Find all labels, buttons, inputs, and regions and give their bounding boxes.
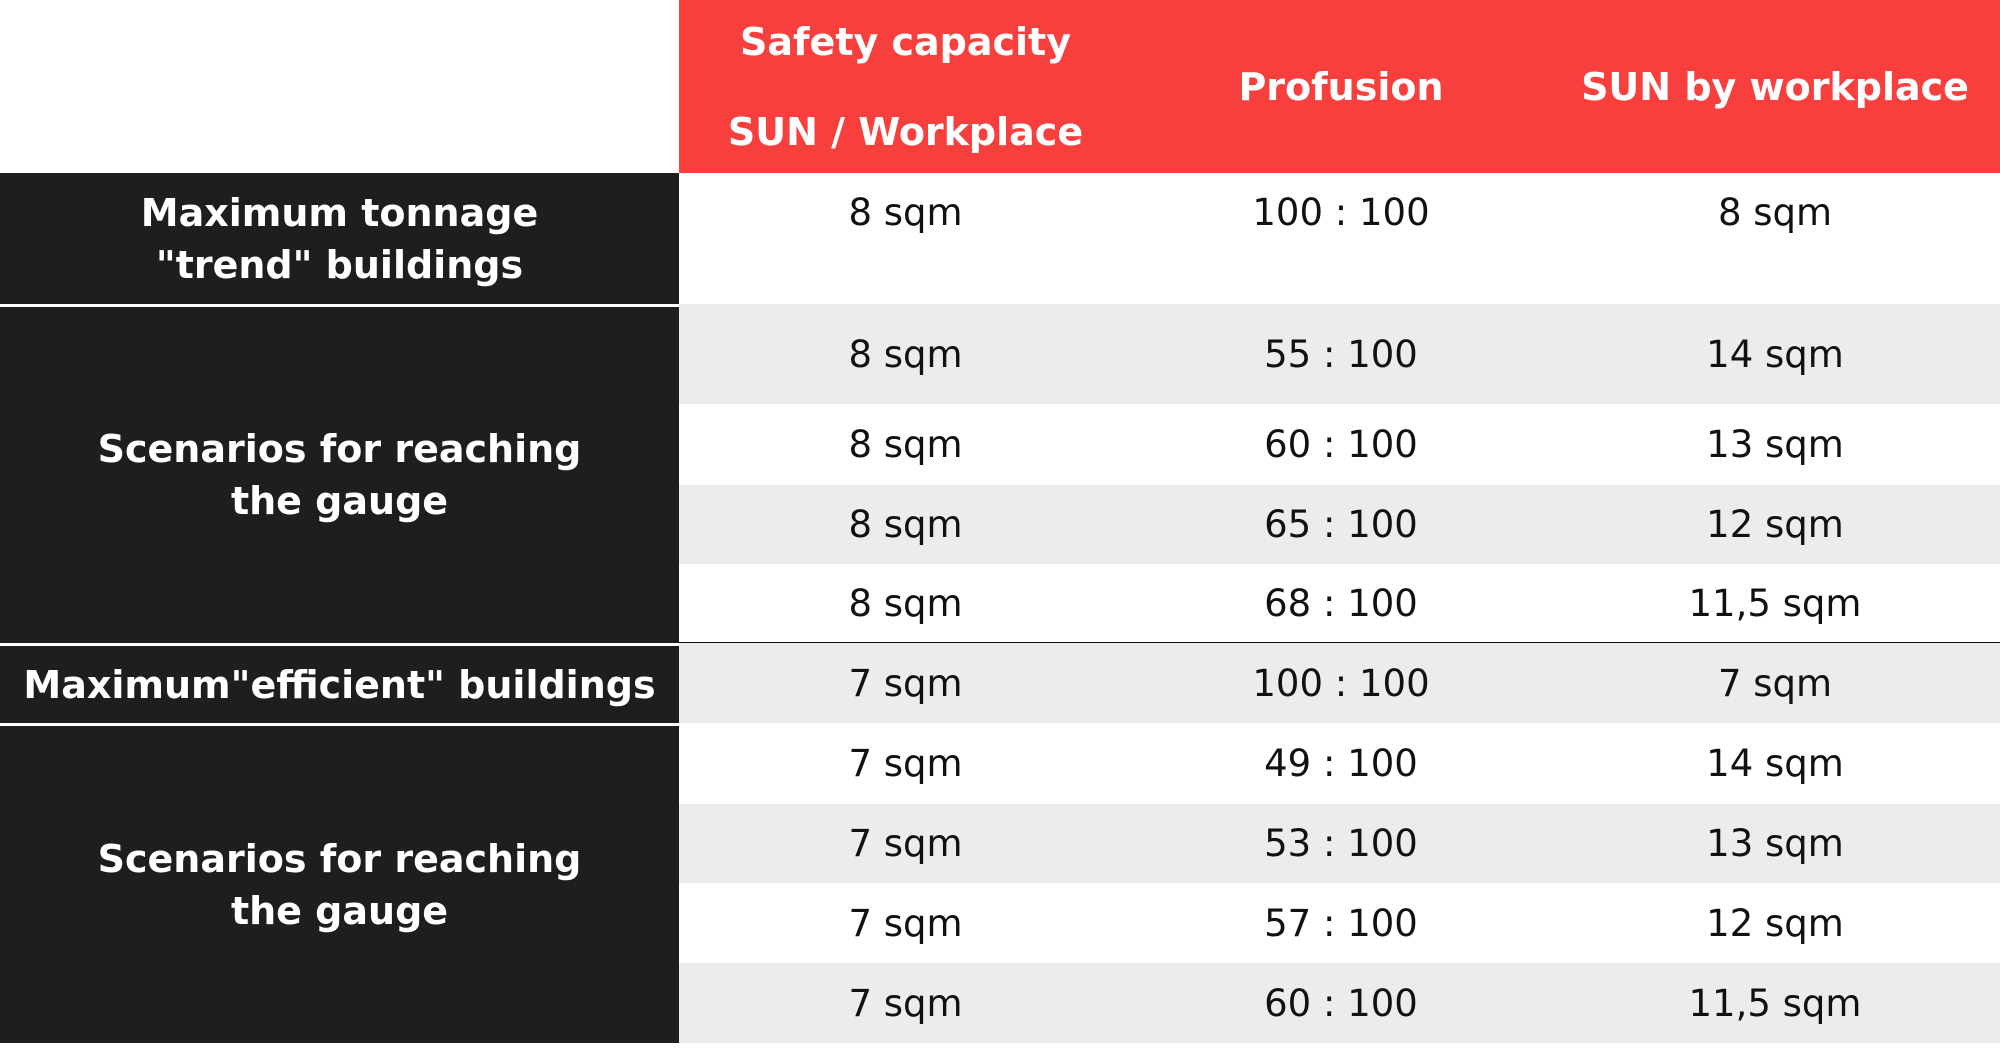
data-cell: 13 sqm xyxy=(1550,804,2000,883)
data-cell: 60 : 100 xyxy=(1132,963,1550,1043)
data-cell: 7 sqm xyxy=(679,963,1132,1043)
data-cell: 13 sqm xyxy=(1550,404,2000,485)
cell-text: 8 sqm xyxy=(848,423,963,466)
cell-text: 60 : 100 xyxy=(1264,981,1418,1025)
cell-text: 11,5 sqm xyxy=(1688,582,1862,625)
cell-text: 68 : 100 xyxy=(1264,582,1418,625)
cell-text: 7 sqm xyxy=(1717,661,1833,705)
cell-text: 60 : 100 xyxy=(1264,423,1418,466)
data-cell: 100 : 100 xyxy=(1132,173,1550,304)
cell-text: 7 sqm xyxy=(848,742,963,785)
data-cell: 68 : 100 xyxy=(1132,564,1550,643)
cell-text: 13 sqm xyxy=(1706,822,1844,865)
cell-text: 57 : 100 xyxy=(1264,901,1418,945)
row-band xyxy=(679,485,2000,564)
column-header: SUN by workplace xyxy=(1550,0,2000,173)
group-label: Maximum"efficient" buildings xyxy=(0,646,679,723)
data-cell: 7 sqm xyxy=(679,804,1132,883)
data-cell: 7 sqm xyxy=(679,723,1132,804)
data-cell: 53 : 100 xyxy=(1132,804,1550,883)
data-cell: 7 sqm xyxy=(1550,643,2000,723)
data-cell: 60 : 100 xyxy=(1132,404,1550,485)
group-label-text: Maximum tonnage xyxy=(140,190,539,235)
group-label-text: the gauge xyxy=(230,479,449,523)
data-cell: 8 sqm xyxy=(679,173,1132,304)
group-label-text: Scenarios for reaching xyxy=(97,836,582,881)
group-label-text: Maximum"efficient" buildings xyxy=(23,662,656,707)
data-cell: 12 sqm xyxy=(1550,485,2000,564)
cell-text: 14 sqm xyxy=(1706,742,1844,785)
cell-text: 8 sqm xyxy=(848,503,963,546)
header-text: SUN / Workplace xyxy=(727,109,1084,154)
row-band xyxy=(679,304,2000,404)
data-cell: 65 : 100 xyxy=(1132,485,1550,564)
data-cell: 57 : 100 xyxy=(1132,883,1550,963)
cell-text: 8 sqm xyxy=(1717,191,1833,234)
row-band xyxy=(679,804,2000,883)
data-cell: 11,5 sqm xyxy=(1550,963,2000,1043)
data-cell: 49 : 100 xyxy=(1132,723,1550,804)
cell-text: 100 : 100 xyxy=(1252,191,1430,234)
header-bar: Safety capacity SUN / Workplace Profusion S… xyxy=(679,0,2000,173)
cell-text: 13 sqm xyxy=(1706,423,1844,466)
cell-text: 14 sqm xyxy=(1706,332,1844,376)
data-cell: 8 sqm xyxy=(679,485,1132,564)
column-header: Profusion xyxy=(1132,0,1550,173)
cell-text: 7 sqm xyxy=(848,901,963,945)
row-band xyxy=(679,643,2000,723)
cell-text: 53 : 100 xyxy=(1264,822,1418,865)
cell-text: 49 : 100 xyxy=(1264,742,1418,785)
cell-text: 8 sqm xyxy=(848,332,963,376)
cell-text: 7 sqm xyxy=(848,981,963,1025)
cell-text: 55 : 100 xyxy=(1264,332,1418,376)
data-cell: 100 : 100 xyxy=(1132,643,1550,723)
row-band xyxy=(679,404,2000,485)
row-band xyxy=(679,963,2000,1043)
cell-text: 8 sqm xyxy=(848,191,963,234)
data-cell: 12 sqm xyxy=(1550,883,2000,963)
data-cell: 55 : 100 xyxy=(1132,304,1550,404)
column-header: Safety capacity SUN / Workplace xyxy=(679,0,1132,173)
cell-text: 12 sqm xyxy=(1706,503,1844,546)
group-label-text: the gauge xyxy=(230,888,449,933)
data-cell: 8 sqm xyxy=(679,304,1132,404)
data-cell: 8 sqm xyxy=(1550,173,2000,304)
data-cell: 14 sqm xyxy=(1550,304,2000,404)
cell-text: 12 sqm xyxy=(1706,901,1844,945)
group-label: Scenarios for reaching the gauge xyxy=(0,307,679,643)
group-label: Maximum tonnage "trend" buildings xyxy=(0,173,679,304)
row-band xyxy=(679,564,2000,643)
header-text: Profusion xyxy=(1238,64,1444,109)
data-cell: 14 sqm xyxy=(1550,723,2000,804)
cell-text: 8 sqm xyxy=(848,582,963,625)
data-cell: 7 sqm xyxy=(679,643,1132,723)
row-band xyxy=(679,723,2000,804)
data-cell: 7 sqm xyxy=(679,883,1132,963)
row-band xyxy=(679,173,2000,304)
header-text: SUN by workplace xyxy=(1581,64,1969,109)
cell-text: 11,5 sqm xyxy=(1688,981,1862,1025)
data-cell: 8 sqm xyxy=(679,404,1132,485)
data-cell: 8 sqm xyxy=(679,564,1132,643)
group-label: Scenarios for reaching the gauge xyxy=(0,726,679,1043)
group-label-text: "trend" buildings xyxy=(155,242,524,287)
data-cell: 11,5 sqm xyxy=(1550,564,2000,643)
group-label-text: Scenarios for reaching xyxy=(97,427,582,471)
header-text: Safety capacity xyxy=(740,19,1071,64)
cell-text: 7 sqm xyxy=(848,661,963,705)
row-band xyxy=(679,883,2000,963)
cell-text: 100 : 100 xyxy=(1252,661,1430,705)
cell-text: 65 : 100 xyxy=(1264,503,1418,546)
cell-text: 7 sqm xyxy=(848,822,963,865)
